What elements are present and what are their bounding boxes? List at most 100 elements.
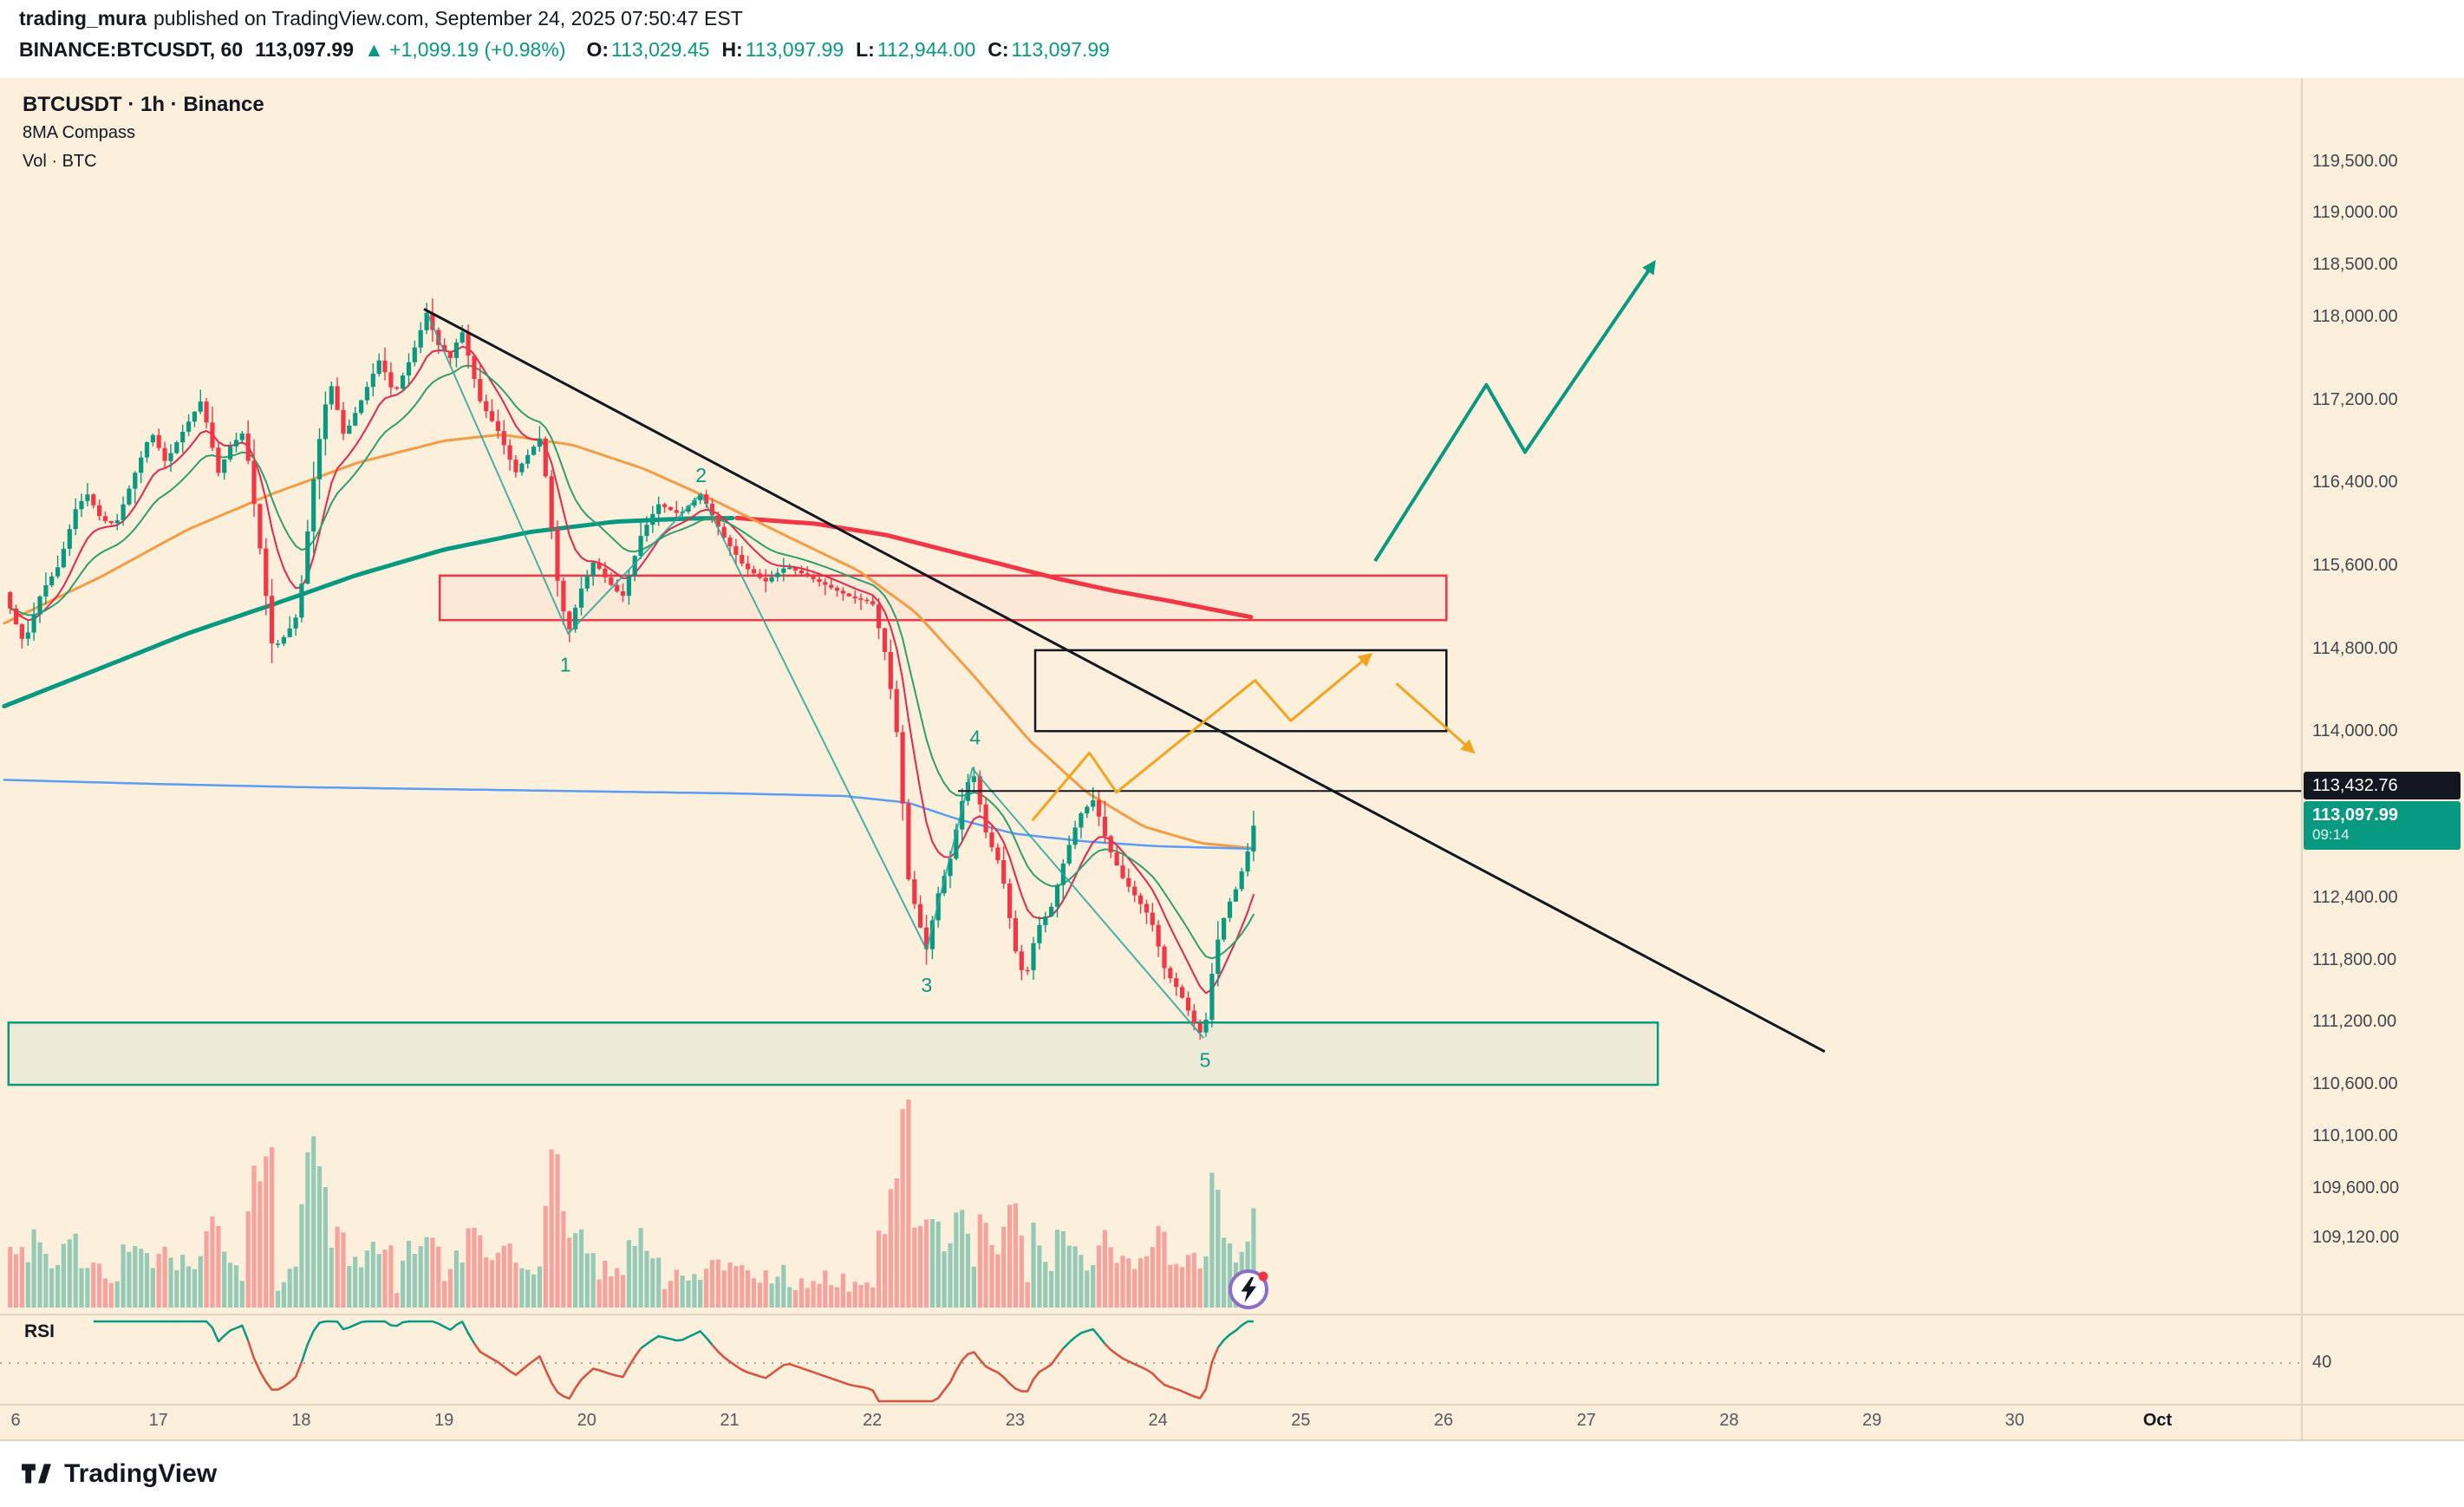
time-tick-label-17: 17	[148, 1411, 168, 1430]
time-tick-label-22: 22	[863, 1411, 883, 1430]
ohlc-value-L: 112,944.00	[877, 38, 976, 61]
time-tick-label-6: 6	[10, 1411, 21, 1430]
rsi-line	[1062, 1328, 1106, 1350]
last-price-text: 113,097.99	[2312, 806, 2398, 825]
legend-symbol-title[interactable]: BTCUSDT · 1h · Binance	[23, 93, 264, 116]
volume-layer	[8, 1099, 1256, 1308]
rsi-line	[1104, 1342, 1219, 1399]
time-tick-label-29: 29	[1861, 1411, 1882, 1430]
candles-layer	[8, 298, 1256, 1041]
price-change: ▲ +1,099.19 (+0.98%)	[364, 38, 565, 62]
symbol-name[interactable]: BINANCE:BTCUSDT, 60	[19, 38, 244, 61]
rsi-pane-label[interactable]: RSI	[24, 1321, 55, 1341]
ray-price-axis-label: 113,432.76	[2304, 772, 2461, 800]
price-tick-label: 110,600.00	[2312, 1074, 2398, 1094]
last-price-value: 113,097.99	[255, 38, 354, 61]
ohlc-label-L: L:	[856, 38, 875, 61]
elliott-wave-zigzag[interactable]	[426, 311, 1205, 1039]
ohlc-values: O: 113,029.45 H: 113,097.99 L: 112,944.00 C: 11…	[574, 38, 1109, 62]
time-tick-label-19: 19	[433, 1411, 454, 1430]
publish-line: trading_mura published on TradingView.com…	[19, 7, 2464, 30]
demand-zone-teal[interactable]	[7, 1021, 1659, 1086]
tradingview-brand-text[interactable]: TradingView	[64, 1459, 218, 1488]
candle-bodies-down	[8, 312, 1203, 1033]
price-tick-label: 114,800.00	[2312, 638, 2398, 658]
volume-bars-down	[8, 1099, 1203, 1308]
change-text: +1,099.19 (+0.98%)	[389, 38, 566, 61]
time-tick-label-30: 30	[2004, 1411, 2024, 1430]
ohlc-label-O: O:	[586, 38, 609, 61]
price-tick-label: 118,500.00	[2312, 255, 2398, 275]
price-tick-label: 109,600.00	[2312, 1178, 2400, 1197]
bullish-projection-arrow[interactable]	[1373, 259, 1656, 563]
ohlc-value-O: 113,029.45	[611, 38, 710, 61]
author-name: trading_mura	[19, 7, 147, 29]
rsi-line	[247, 1340, 303, 1391]
up-arrow-icon: ▲	[363, 38, 384, 61]
time-axis[interactable]: 6 17 18 19 20 21 22 23 24 25 26 27 28 29 30 Oct	[0, 1405, 2302, 1441]
ohlc-value-C: 113,097.99	[1011, 38, 1110, 61]
price-tick-label: 119,000.00	[2312, 203, 2398, 223]
mid-ma-orange	[3, 434, 1255, 850]
price-tick-label: 112,400.00	[2312, 887, 2398, 907]
time-tick-label-18: 18	[291, 1411, 311, 1430]
rsi-line	[93, 1320, 250, 1343]
time-tick-label-23: 23	[1005, 1411, 1026, 1430]
time-tick-label-24: 24	[1148, 1411, 1168, 1430]
legend-volume[interactable]: Vol · BTC	[23, 152, 97, 171]
chart-legend: BTCUSDT · 1h · Binance 8MA Compass Vol ·…	[23, 90, 264, 176]
author-logo-watermark	[1226, 1267, 1271, 1312]
wave-label-4[interactable]: 4	[969, 726, 981, 748]
ohlc-label-C: C:	[988, 38, 1009, 61]
price-tick-label: 115,600.00	[2312, 556, 2398, 576]
moving-averages-layer	[2, 345, 1255, 995]
anchor-ma-blue	[3, 779, 1255, 851]
drawings-layer: 1 2 3 4 5	[423, 259, 2302, 1071]
tradingview-logo-icon[interactable]	[21, 1460, 54, 1488]
wave-label-1[interactable]: 1	[560, 654, 571, 676]
rsi-line	[640, 1330, 714, 1350]
zones-layer	[7, 574, 1659, 1086]
rsi-layer	[0, 1320, 2302, 1403]
candle-wicks-down	[10, 298, 1201, 1041]
rsi-level-axis-label: 40	[2312, 1353, 2332, 1372]
price-tick-label: 111,200.00	[2312, 1012, 2397, 1032]
price-tick-label: 109,120.00	[2312, 1228, 2400, 1248]
separators-layer	[0, 78, 2464, 1441]
slow-ma-falling	[734, 515, 1254, 620]
time-tick-label-25: 25	[1291, 1411, 1311, 1430]
time-tick-label-27: 27	[1576, 1411, 1596, 1430]
wave-label-2[interactable]: 2	[695, 464, 707, 486]
volume-bars-up	[25, 1136, 1256, 1308]
lightning-badge-icon	[1229, 1269, 1268, 1309]
supply-box-black[interactable]	[1033, 649, 1448, 733]
wave-label-5[interactable]: 5	[1200, 1048, 1211, 1071]
published-text: published on TradingView.com, September …	[153, 7, 743, 29]
price-tick-label: 118,000.00	[2312, 307, 2398, 326]
snapshot-header: trading_mura published on TradingView.com…	[0, 0, 2464, 78]
symbol-info-bar: BINANCE:BTCUSDT, 60 113,097.99 ▲ +1,099.…	[19, 38, 2464, 62]
last-price-axis-label: 113,097.99 09:14	[2304, 801, 2461, 851]
ohlc-label-H: H:	[721, 38, 743, 61]
ohlc-value-H: 113,097.99	[745, 38, 844, 61]
price-tick-label: 114,000.00	[2312, 721, 2398, 741]
price-tick-label: 111,800.00	[2312, 949, 2397, 969]
time-tick-label-Oct: Oct	[2142, 1411, 2173, 1430]
rejection-down-arrow[interactable]	[1395, 682, 1476, 754]
resistance-zone-red[interactable]	[438, 574, 1448, 622]
range-projection-up-arrow[interactable]	[1031, 652, 1373, 822]
rsi-line	[1216, 1320, 1254, 1349]
price-axis[interactable]: 119,500.00 119,000.00 118,500.00 118,000.00…	[2302, 78, 2464, 1441]
wave-label-3[interactable]: 3	[921, 974, 932, 996]
time-tick-label-21: 21	[720, 1411, 740, 1430]
legend-indicator-8ma-compass[interactable]: 8MA Compass	[23, 123, 136, 142]
time-tick-label-20: 20	[577, 1411, 596, 1430]
price-tick-label: 116,400.00	[2312, 473, 2398, 493]
descending-trendline[interactable]	[423, 308, 1826, 1054]
bar-countdown: 09:14	[2312, 826, 2350, 844]
footer-bar: TradingView	[0, 1441, 2464, 1507]
rsi-line	[300, 1320, 476, 1363]
